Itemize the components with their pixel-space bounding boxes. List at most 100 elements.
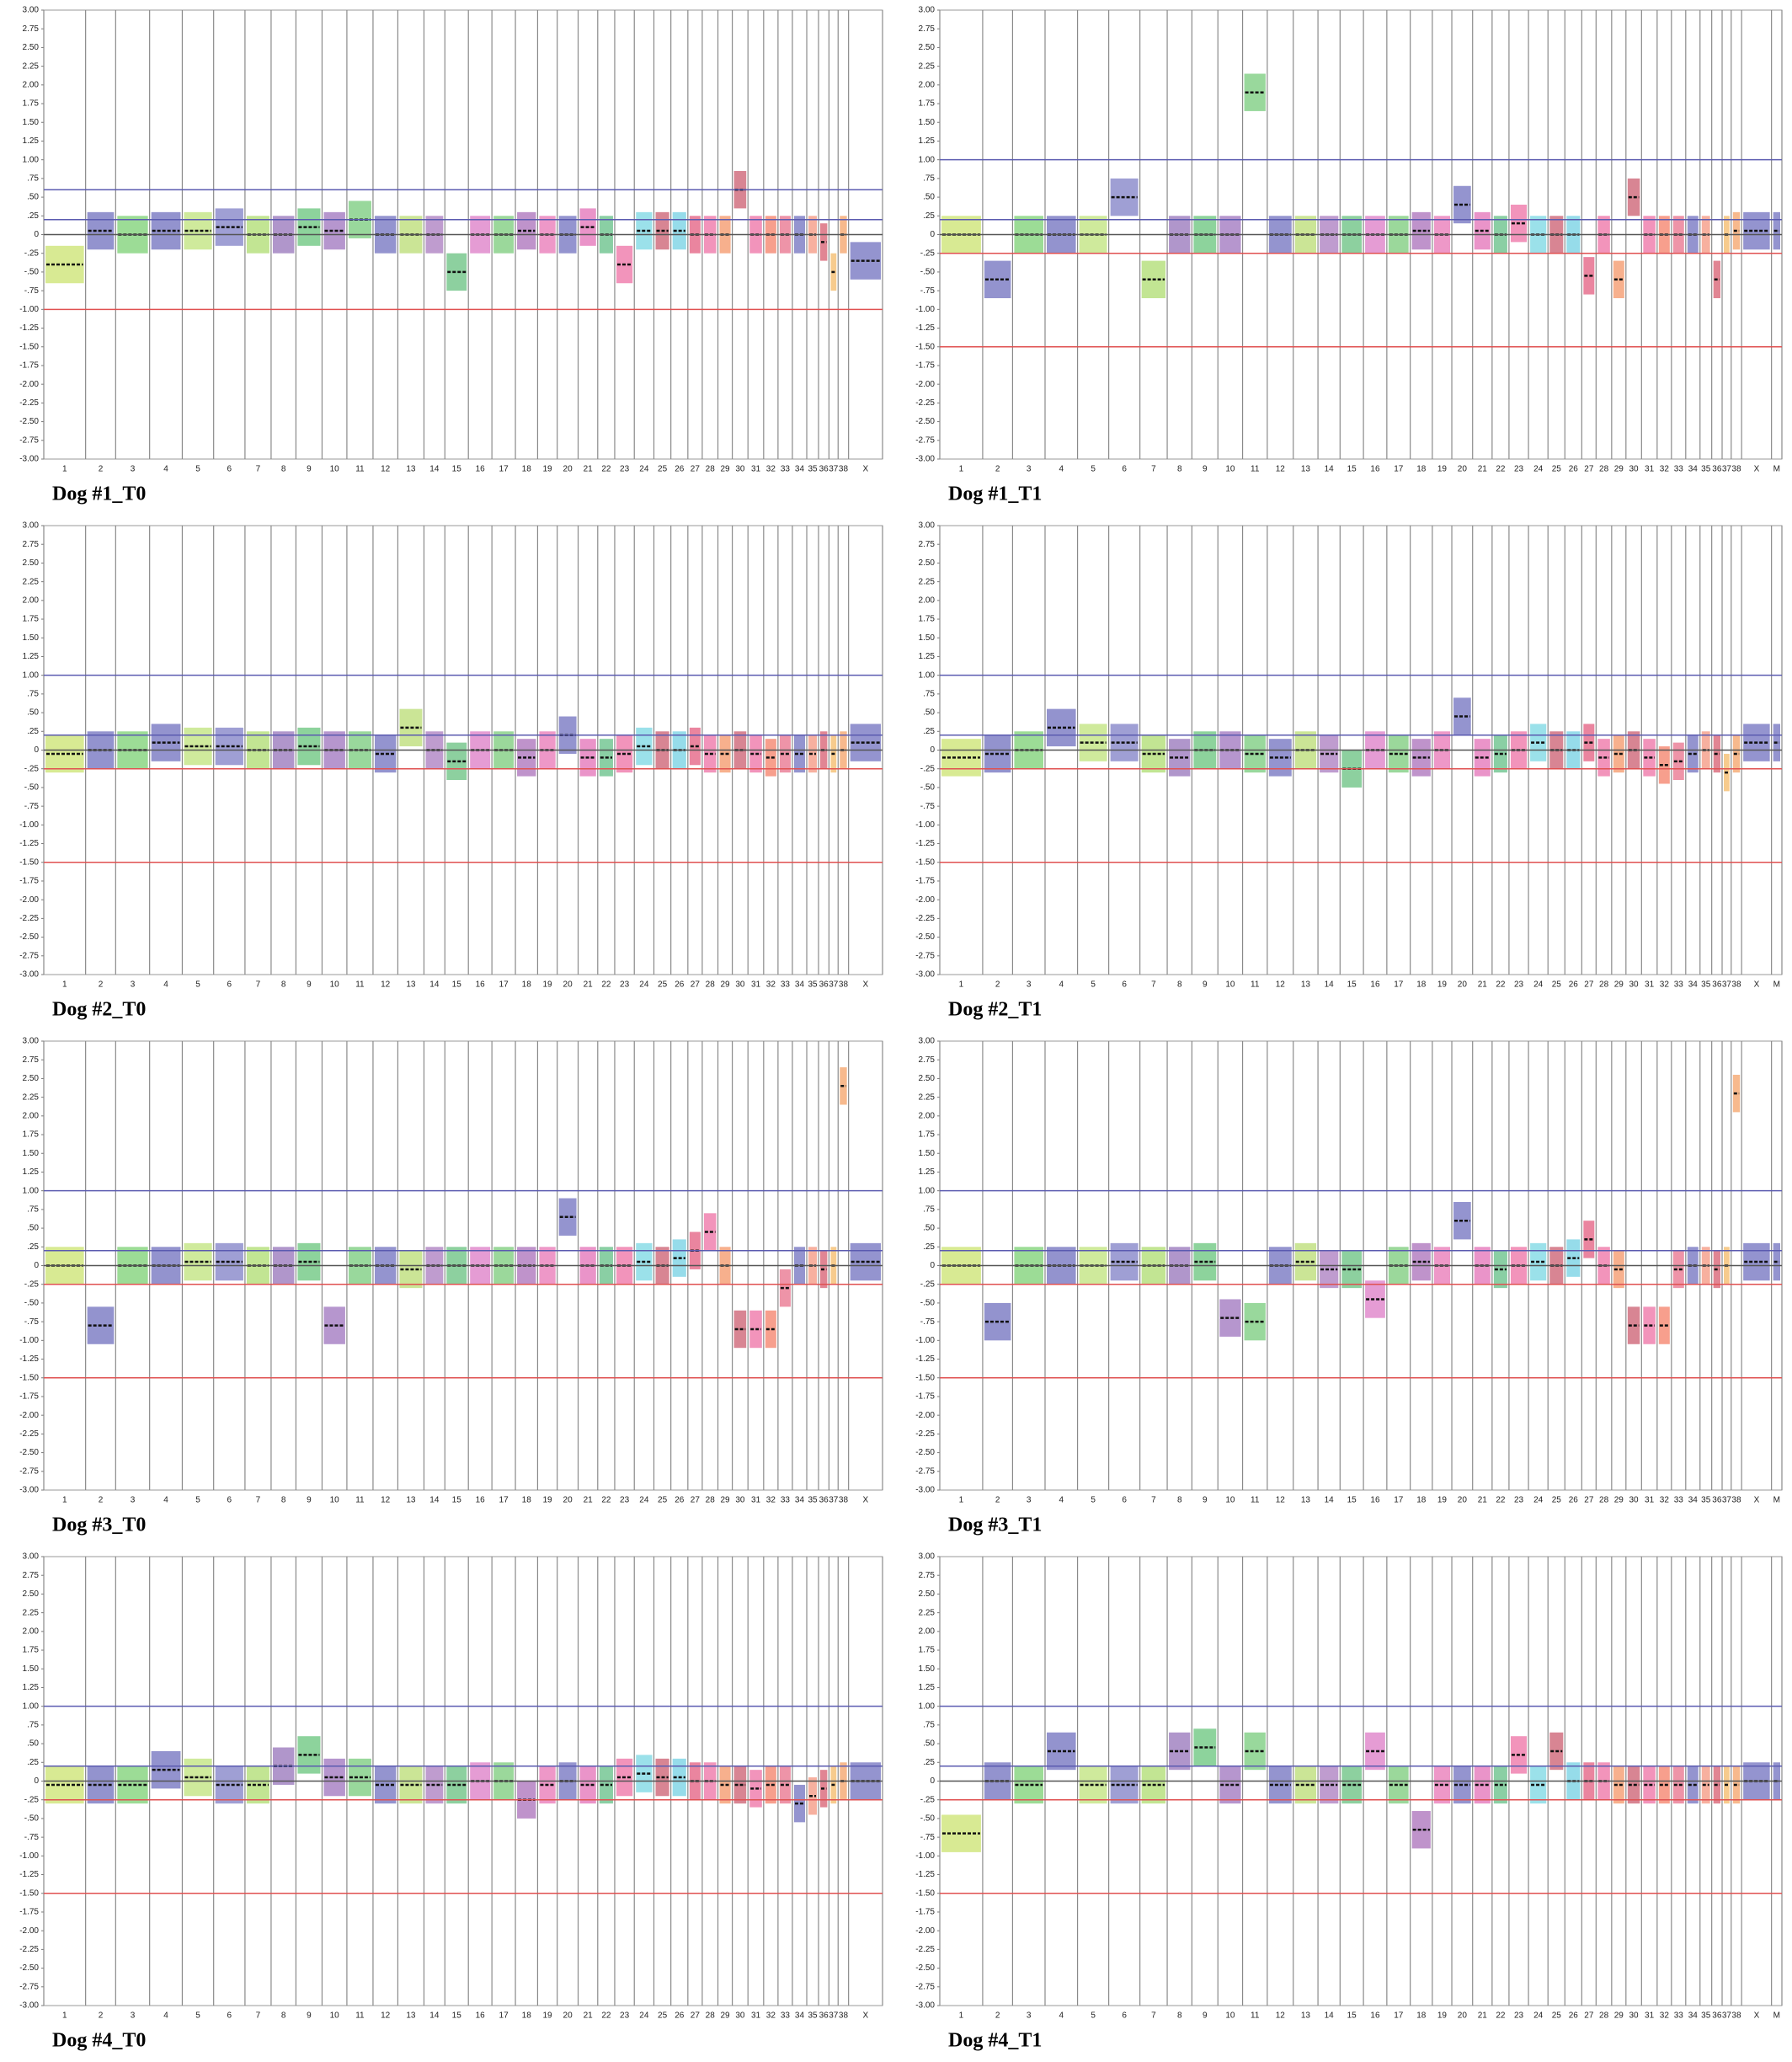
x-tick-label: 5 <box>1091 1496 1096 1505</box>
x-tick-label: 12 <box>381 465 391 474</box>
x-tick-label: 13 <box>1301 1496 1311 1505</box>
y-tick-label: 1.00 <box>919 155 936 164</box>
x-tick-label: 37 <box>829 1496 839 1505</box>
y-tick-label: 0 <box>34 1261 39 1270</box>
chart-panel: 3.002.752.502.252.001.751.501.251.00.75.… <box>19 521 883 1021</box>
y-tick-label: -2.75 <box>915 435 935 445</box>
x-tick-label: 17 <box>499 1496 509 1505</box>
x-tick-label: 17 <box>499 980 509 990</box>
y-tick-label: 2.00 <box>919 80 936 89</box>
y-tick-label: 2.50 <box>919 1074 936 1083</box>
x-tick-label: 38 <box>1731 465 1741 474</box>
y-tick-label: 1.50 <box>23 1149 40 1158</box>
x-tick-label: 23 <box>1514 2011 1524 2021</box>
x-tick-label: 28 <box>706 980 716 990</box>
y-tick-label: 1.25 <box>919 1167 936 1177</box>
x-tick-label: 27 <box>1584 465 1594 474</box>
y-tick-label: -1.25 <box>915 1354 935 1364</box>
x-tick-label: 32 <box>1660 980 1670 990</box>
y-tick-label: .50 <box>923 708 935 718</box>
x-tick-label: 31 <box>751 465 761 474</box>
x-tick-label: 36 <box>1712 1496 1722 1505</box>
log-ratio-cloud <box>765 1310 776 1349</box>
x-tick-label: 19 <box>543 980 553 990</box>
y-tick-label: -1.25 <box>19 1870 39 1879</box>
x-tick-label: 31 <box>751 2011 761 2021</box>
x-tick-label: 15 <box>1347 465 1357 474</box>
x-tick-label: 29 <box>1614 465 1624 474</box>
y-tick-label: 1.00 <box>919 1701 936 1711</box>
y-tick-label: 2.50 <box>23 558 40 568</box>
x-tick-label: 35 <box>808 2011 818 2021</box>
y-tick-label: -2.75 <box>915 1982 935 1991</box>
y-tick-label: 0 <box>930 230 935 239</box>
y-tick-label: 1.50 <box>23 633 40 643</box>
y-tick-label: -.50 <box>920 1814 936 1824</box>
x-tick-label: 37 <box>1722 465 1732 474</box>
x-tick-label: 36 <box>1712 980 1722 990</box>
y-tick-label: 2.25 <box>919 1608 936 1617</box>
log-ratio-cloud <box>1388 735 1409 773</box>
log-ratio-cloud <box>1014 1766 1043 1804</box>
y-tick-label: -.75 <box>24 1317 40 1327</box>
x-tick-label: 38 <box>839 465 849 474</box>
x-tick-label: 20 <box>1458 465 1468 474</box>
y-tick-label: -1.00 <box>915 820 935 830</box>
y-tick-label: -1.50 <box>19 1373 39 1382</box>
x-tick-label: 4 <box>163 980 168 990</box>
x-tick-label: 30 <box>1629 980 1640 990</box>
x-tick-label: 24 <box>639 465 649 474</box>
x-tick-label: 3 <box>1027 980 1032 990</box>
y-tick-label: 1.75 <box>919 615 936 624</box>
y-tick-label: .75 <box>923 1205 935 1215</box>
x-tick-label: 1 <box>62 465 67 474</box>
x-tick-label: 37 <box>829 2011 839 2021</box>
x-tick-label: 11 <box>355 465 365 474</box>
y-tick-label: -1.50 <box>19 857 39 867</box>
x-tick-label: 31 <box>751 980 761 990</box>
log-ratio-cloud <box>1047 708 1076 747</box>
y-tick-label: -.50 <box>24 783 40 793</box>
x-tick-label: 38 <box>1731 980 1741 990</box>
x-tick-label: 21 <box>584 2011 594 2021</box>
x-tick-label: 28 <box>706 1496 716 1505</box>
y-tick-label: 3.00 <box>23 6 40 15</box>
y-tick-label: 2.25 <box>919 1092 936 1102</box>
x-tick-label: 34 <box>795 465 805 474</box>
x-tick-label: 27 <box>691 1496 701 1505</box>
x-tick-label: 30 <box>735 980 745 990</box>
y-tick-label: 2.25 <box>919 61 936 71</box>
x-tick-label: 23 <box>620 980 630 990</box>
x-tick-label: 31 <box>1645 980 1655 990</box>
y-tick-label: -1.25 <box>19 1354 39 1364</box>
x-tick-label: 15 <box>452 1496 462 1505</box>
x-tick-label: 9 <box>1203 2011 1208 2021</box>
y-tick-label: -2.50 <box>19 932 39 942</box>
x-tick-label: 4 <box>1059 1496 1064 1505</box>
x-tick-label: 12 <box>1276 980 1286 990</box>
x-tick-label: 15 <box>452 980 462 990</box>
y-tick-label: -.50 <box>24 1814 40 1824</box>
y-tick-label: 0 <box>34 745 39 755</box>
y-tick-label: 2.50 <box>23 43 40 52</box>
y-tick-label: -3.00 <box>19 970 39 980</box>
y-tick-label: .25 <box>923 211 935 221</box>
log-ratio-cloud <box>850 724 881 761</box>
log-ratio-cloud <box>1658 1766 1670 1804</box>
x-tick-label: 4 <box>163 2011 168 2021</box>
x-tick-label: 34 <box>1688 465 1699 474</box>
y-tick-label: 2.50 <box>919 43 936 52</box>
y-tick-label: -2.00 <box>915 1926 935 1936</box>
x-tick-label: 29 <box>720 465 730 474</box>
log-ratio-cloud <box>1341 1766 1363 1804</box>
y-tick-label: 2.25 <box>23 61 40 71</box>
x-tick-label: 20 <box>1458 980 1468 990</box>
x-tick-label: 38 <box>839 2011 849 2021</box>
y-tick-label: .75 <box>923 690 935 699</box>
x-tick-label: 24 <box>1533 980 1544 990</box>
y-tick-label: -.50 <box>24 1299 40 1308</box>
x-tick-label: 18 <box>522 980 532 990</box>
x-tick-label: 27 <box>1584 1496 1594 1505</box>
y-tick-label: -2.25 <box>915 398 935 408</box>
y-tick-label: 1.00 <box>23 670 40 680</box>
